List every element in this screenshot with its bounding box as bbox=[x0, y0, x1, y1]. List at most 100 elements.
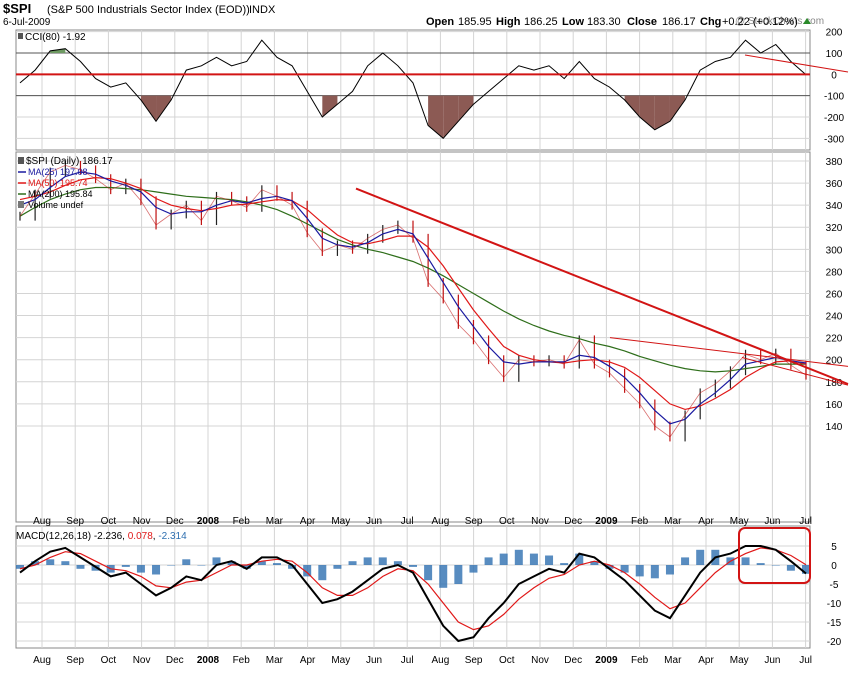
macd-histogram-bar bbox=[575, 553, 584, 565]
x-tick-label-mid: Aug bbox=[432, 516, 450, 527]
x-tick-label-bottom: Jul bbox=[401, 655, 414, 666]
cci-oversold-fill bbox=[140, 95, 157, 122]
macd-histogram-bar bbox=[31, 561, 40, 565]
macd-histogram-bar bbox=[469, 565, 478, 573]
x-tick-label-bottom: Aug bbox=[432, 655, 450, 666]
x-tick-label-mid: May bbox=[331, 516, 350, 527]
cci-label: CCI(80) -1.92 bbox=[25, 32, 86, 43]
macd-histogram-bar bbox=[635, 565, 644, 577]
cci-oversold-fill bbox=[156, 95, 172, 122]
cci-oversold-fill bbox=[443, 95, 459, 139]
cci-y-tick-label: -200 bbox=[824, 113, 844, 124]
macd-histogram-bar bbox=[257, 561, 266, 565]
price-y-tick-label: 200 bbox=[826, 356, 843, 367]
price-y-tick-label: 360 bbox=[826, 179, 843, 190]
macd-histogram-bar bbox=[272, 563, 281, 565]
histogram-value: -2.314 bbox=[158, 531, 187, 542]
macd-y-tick-label: -10 bbox=[827, 599, 842, 610]
volume-swatch bbox=[18, 201, 24, 208]
ma200-label: MA(200) 195.84 bbox=[28, 189, 93, 199]
close-label: Close bbox=[627, 16, 657, 28]
macd-histogram-bar bbox=[136, 565, 145, 573]
x-tick-label-bottom: Feb bbox=[631, 655, 649, 666]
price-y-tick-label: 180 bbox=[826, 378, 843, 389]
macd-histogram-bar bbox=[605, 565, 614, 569]
price-close-line bbox=[19, 164, 807, 438]
macd-histogram-bar bbox=[46, 559, 55, 565]
symbol-title: $SPI bbox=[3, 1, 31, 16]
x-tick-label-bottom: 2008 bbox=[197, 655, 220, 666]
price-y-tick-label: 260 bbox=[826, 289, 843, 300]
macd-histogram-bar bbox=[197, 565, 206, 566]
price-y-tick-label: 300 bbox=[826, 245, 843, 256]
x-tick-label-mid: Jun bbox=[764, 516, 780, 527]
macd-y-tick-label: 0 bbox=[831, 561, 837, 572]
x-tick-label-bottom: Mar bbox=[266, 655, 284, 666]
low-value: 183.30 bbox=[587, 16, 621, 28]
x-tick-label-bottom: Aug bbox=[33, 655, 51, 666]
x-tick-label-bottom: May bbox=[730, 655, 749, 666]
x-tick-label-mid: Sep bbox=[66, 516, 84, 527]
cci-trendline bbox=[744, 54, 849, 73]
macd-histogram-bar bbox=[121, 565, 130, 567]
x-tick-label-bottom: Feb bbox=[233, 655, 251, 666]
cci-oversold-fill bbox=[624, 95, 640, 117]
macd-histogram-bar bbox=[76, 565, 85, 569]
open-label: Open bbox=[426, 16, 454, 28]
cci-panel: 200 100 0 -100 -200 -300 bbox=[15, 28, 849, 151]
index-name: (S&P 500 Industrials Sector Index (EOD)) bbox=[47, 4, 250, 16]
macd-histogram-bar bbox=[665, 565, 674, 575]
macd-panel: 5 0 -5 -10 -15 -20 bbox=[15, 525, 842, 649]
close-value: 186.17 bbox=[662, 16, 696, 28]
x-tick-label-mid: Mar bbox=[664, 516, 682, 527]
upper-trendline bbox=[609, 337, 849, 367]
macd-signal-line bbox=[19, 547, 807, 631]
x-tick-label-mid: Nov bbox=[133, 516, 151, 527]
price-panel: 380 360 340 320 300 280 260 240 220 200 180 160 140 bbox=[15, 151, 849, 523]
x-tick-label-bottom: Mar bbox=[664, 655, 682, 666]
x-tick-label-bottom: Jun bbox=[366, 655, 382, 666]
high-value: 186.25 bbox=[524, 16, 558, 28]
macd-histogram-bar bbox=[454, 565, 463, 584]
cci-oversold-fill bbox=[428, 95, 444, 139]
price-y-tick-label: 140 bbox=[826, 422, 843, 433]
macd-legend: MACD(12,26,18) -2.236, 0.078, -2.314 bbox=[16, 531, 187, 542]
chart-header: $SPI (S&P 500 Industrials Sector Index (… bbox=[3, 1, 824, 28]
macd-histogram-bar bbox=[288, 565, 297, 569]
x-tick-label-bottom: May bbox=[331, 655, 350, 666]
cci-line bbox=[19, 39, 807, 139]
macd-histogram-bar bbox=[212, 557, 221, 565]
macd-histogram-bar bbox=[61, 561, 70, 565]
macd-histogram-bar bbox=[16, 565, 24, 569]
x-tick-label-mid: May bbox=[730, 516, 749, 527]
chart-date: 6-Jul-2009 bbox=[3, 17, 51, 28]
x-tick-label-bottom: Nov bbox=[531, 655, 549, 666]
cci-legend-icon bbox=[18, 33, 23, 39]
macd-histogram-bar bbox=[484, 557, 493, 565]
cci-oversold-fill bbox=[639, 95, 655, 130]
macd-histogram-bar bbox=[545, 555, 554, 565]
exchange-label: INDX bbox=[249, 4, 276, 16]
macd-histogram-bar bbox=[620, 565, 629, 573]
chg-label: Chg bbox=[700, 16, 721, 28]
cci-y-tick-label: 0 bbox=[831, 70, 837, 81]
macd-histogram-bar bbox=[333, 565, 342, 569]
price-legend-title: $SPI (Daily) 186.17 bbox=[26, 156, 113, 167]
x-tick-label-mid: Feb bbox=[631, 516, 649, 527]
price-y-tick-label: 320 bbox=[826, 223, 843, 234]
ma25-label: MA(25) 197.08 bbox=[28, 167, 88, 177]
macd-histogram-bar bbox=[152, 565, 161, 575]
macd-histogram-bar bbox=[393, 561, 402, 565]
macd-line bbox=[19, 545, 807, 643]
price-legend-icon bbox=[18, 157, 24, 164]
price-y-tick-label: 220 bbox=[826, 334, 843, 345]
macd-histogram-bar bbox=[696, 549, 705, 565]
x-tick-label-mid: Mar bbox=[266, 516, 284, 527]
macd-histogram-bar bbox=[348, 561, 357, 565]
cci-oversold-fill bbox=[322, 95, 338, 117]
macd-histogram-bar bbox=[650, 565, 659, 579]
price-y-tick-label: 160 bbox=[826, 400, 843, 411]
cci-frame bbox=[15, 29, 811, 151]
ohlc-readout: Open 185.95 High 186.25 Low 183.30 Close… bbox=[426, 16, 798, 28]
